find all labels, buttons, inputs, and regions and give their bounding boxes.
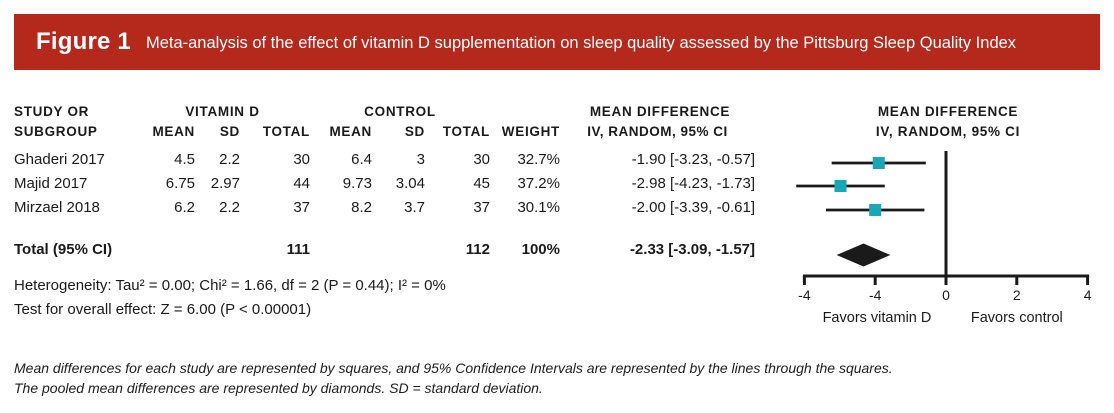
heterogeneity-stat-line: Heterogeneity: Tau² = 0.00; Chi² = 1.66,…: [14, 277, 446, 294]
total-mean-difference-value: -2.33 [-3.09, -1.57]: [629, 241, 755, 258]
table-header-row: SUBGROUP MEAN SD TOTAL MEAN SD TOTAL WEI…: [14, 124, 755, 139]
vd-mean-value: 6.75: [165, 175, 195, 192]
axis-tick-label: -4: [798, 287, 811, 303]
axis-tick-label: 4: [1084, 287, 1092, 303]
axis-tick-label: 2: [1013, 287, 1021, 303]
table-row: Ghaderi 2017 4.5 2.2 30 6.4 3 30 32.7% -…: [14, 151, 755, 168]
col-header-vd-sd: SD: [219, 124, 240, 139]
pooled-diamond: [836, 243, 891, 267]
mean-difference-value: -2.00 [-3.39, -0.61]: [631, 199, 755, 216]
vd-total-value: 30: [293, 151, 310, 168]
vd-sd-value: 2.2: [219, 151, 240, 168]
vd-sd-value: 2.97: [210, 175, 240, 192]
col-header-control-group: CONTROL: [364, 104, 436, 119]
total-weight-value: 100%: [521, 241, 560, 258]
weight-value: 37.2%: [517, 175, 560, 192]
figure-title-banner: Figure 1 Meta-analysis of the effect of …: [14, 14, 1100, 70]
study-name: Ghaderi 2017: [14, 151, 105, 168]
col-header-weight: WEIGHT: [501, 124, 560, 139]
col-header-iv-random-text: IV, RANDOM, 95% CI: [587, 124, 728, 139]
total-vd-sd-empty: [195, 241, 240, 258]
study-name: Mirzael 2018: [14, 199, 100, 216]
c-mean-value: 9.73: [342, 175, 372, 192]
axis-tick-label: 0: [942, 287, 950, 303]
vd-mean-value: 4.5: [174, 151, 195, 168]
vd-total-value: 37: [293, 199, 310, 216]
axis-tick-label: -4: [869, 287, 882, 303]
vd-mean-value: 6.2: [174, 199, 195, 216]
figure-number-label: Figure 1: [36, 28, 131, 55]
c-total-value: 37: [473, 199, 490, 216]
col-header-c-mean: MEAN: [329, 124, 372, 139]
table-row: Mirzael 2018 6.2 2.2 37 8.2 3.7 37 30.1%…: [14, 199, 755, 216]
study-marker-square: [834, 180, 847, 192]
total-label: Total (95% CI): [14, 241, 113, 258]
mean-difference-value: -2.98 [-4.23, -1.73]: [631, 175, 755, 192]
col-header-c-total: TOTAL: [442, 124, 490, 139]
col-header-vd-mean: MEAN: [152, 124, 195, 139]
col-header-c-sd: SD: [404, 124, 425, 139]
col-header-mean-difference-text: MEAN DIFFERENCE: [589, 104, 731, 119]
table-row: Majid 2017 6.75 2.97 44 9.73 3.04 45 37.…: [14, 175, 755, 192]
c-sd-value: 3: [416, 151, 425, 168]
c-total-value: 45: [473, 175, 490, 192]
vd-total-value: 44: [293, 175, 310, 192]
footnote-line-2: The pooled mean differences are represen…: [14, 380, 543, 396]
total-c-sd-empty: [372, 241, 425, 258]
c-sd-value: 3.04: [395, 175, 425, 192]
study-marker-square: [869, 204, 882, 216]
forest-plot: -4 -4 0 2 4 Favors vitamin D Favors control: [796, 151, 1092, 326]
figure-footnotes: Mean differences for each study are repr…: [14, 358, 1104, 398]
favors-right-label: Favors control: [971, 310, 1063, 326]
weight-value: 32.7%: [517, 151, 560, 168]
favors-left-label: Favors vitamin D: [823, 310, 932, 326]
total-c-total-value: 112: [465, 241, 490, 258]
mean-difference-value: -1.90 [-3.23, -0.57]: [631, 151, 755, 168]
plot-header-mean-difference: MEAN DIFFERENCE: [877, 104, 1019, 119]
col-header-vitamin-d-group: VITAMIN D: [185, 104, 260, 119]
vd-sd-value: 2.2: [219, 199, 240, 216]
overall-effect-stat-line: Test for overall effect: Z = 6.00 (P < 0…: [14, 301, 312, 318]
study-marker-square: [872, 157, 885, 169]
total-row: Total (95% CI) 111 112 100% -2.33 [-3.09…: [14, 241, 755, 258]
footnote-line-1: Mean differences for each study are repr…: [14, 360, 893, 376]
total-vd-mean-empty: [135, 241, 195, 258]
figure-caption: Meta-analysis of the effect of vitamin D…: [145, 33, 1017, 52]
c-sd-value: 3.7: [404, 199, 425, 216]
c-mean-value: 8.2: [351, 199, 372, 216]
total-c-mean-empty: [310, 241, 372, 258]
col-header-vd-total: TOTAL: [262, 124, 310, 139]
col-header-subgroup: SUBGROUP: [14, 124, 98, 139]
weight-value: 30.1%: [517, 199, 560, 216]
col-header-study-line1: STUDY OR: [14, 104, 90, 119]
c-mean-value: 6.4: [351, 151, 372, 168]
total-vd-total-value: 111: [286, 241, 310, 258]
study-name: Majid 2017: [14, 175, 88, 192]
plot-header-iv-random: IV, RANDOM, 95% CI: [875, 124, 1021, 139]
c-total-value: 30: [473, 151, 490, 168]
